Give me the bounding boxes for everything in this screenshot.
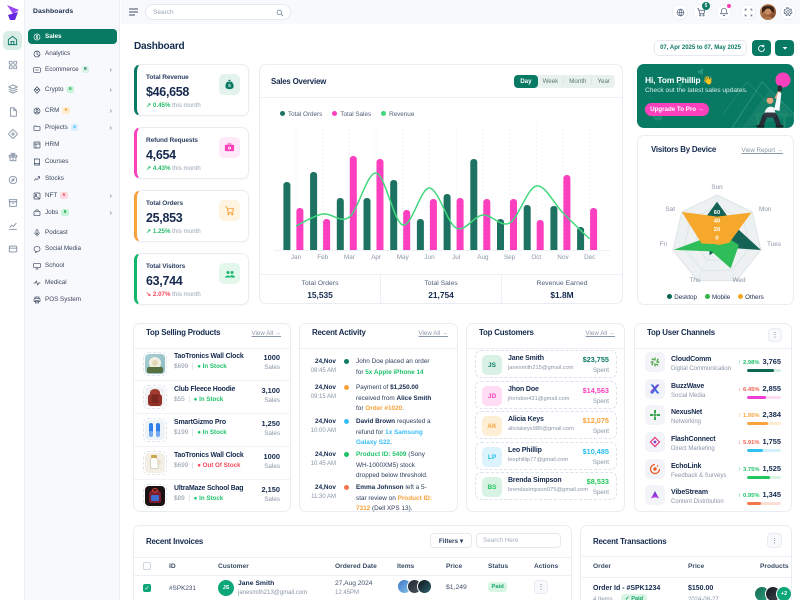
svg-text:40: 40	[714, 219, 720, 225]
svg-text:Feb: Feb	[317, 254, 328, 261]
svg-text:Wed: Wed	[732, 277, 745, 284]
svg-text:20: 20	[714, 227, 720, 233]
svg-text:Fri: Fri	[660, 241, 667, 248]
svg-text:60: 60	[714, 210, 720, 216]
svg-text:Oct: Oct	[531, 254, 541, 261]
svg-text:Mon: Mon	[759, 206, 772, 213]
svg-text:$: $	[228, 83, 231, 88]
svg-text:Aug: Aug	[477, 254, 489, 261]
svg-text:0: 0	[715, 236, 718, 242]
svg-text:Sep: Sep	[504, 254, 516, 261]
svg-text:Sun: Sun	[711, 184, 723, 191]
svg-text:Jun: Jun	[424, 254, 435, 261]
svg-text:Thu: Thu	[689, 277, 700, 284]
svg-text:Jan: Jan	[291, 254, 302, 261]
svg-text:May: May	[397, 254, 410, 261]
svg-text:Nov: Nov	[557, 254, 569, 261]
svg-text:Tues: Tues	[767, 241, 781, 248]
svg-text:Mar: Mar	[344, 254, 355, 261]
svg-text:Sat: Sat	[665, 206, 675, 213]
svg-text:Dec: Dec	[584, 254, 595, 261]
svg-text:Jul: Jul	[452, 254, 460, 261]
svg-text:Apr: Apr	[371, 254, 381, 261]
